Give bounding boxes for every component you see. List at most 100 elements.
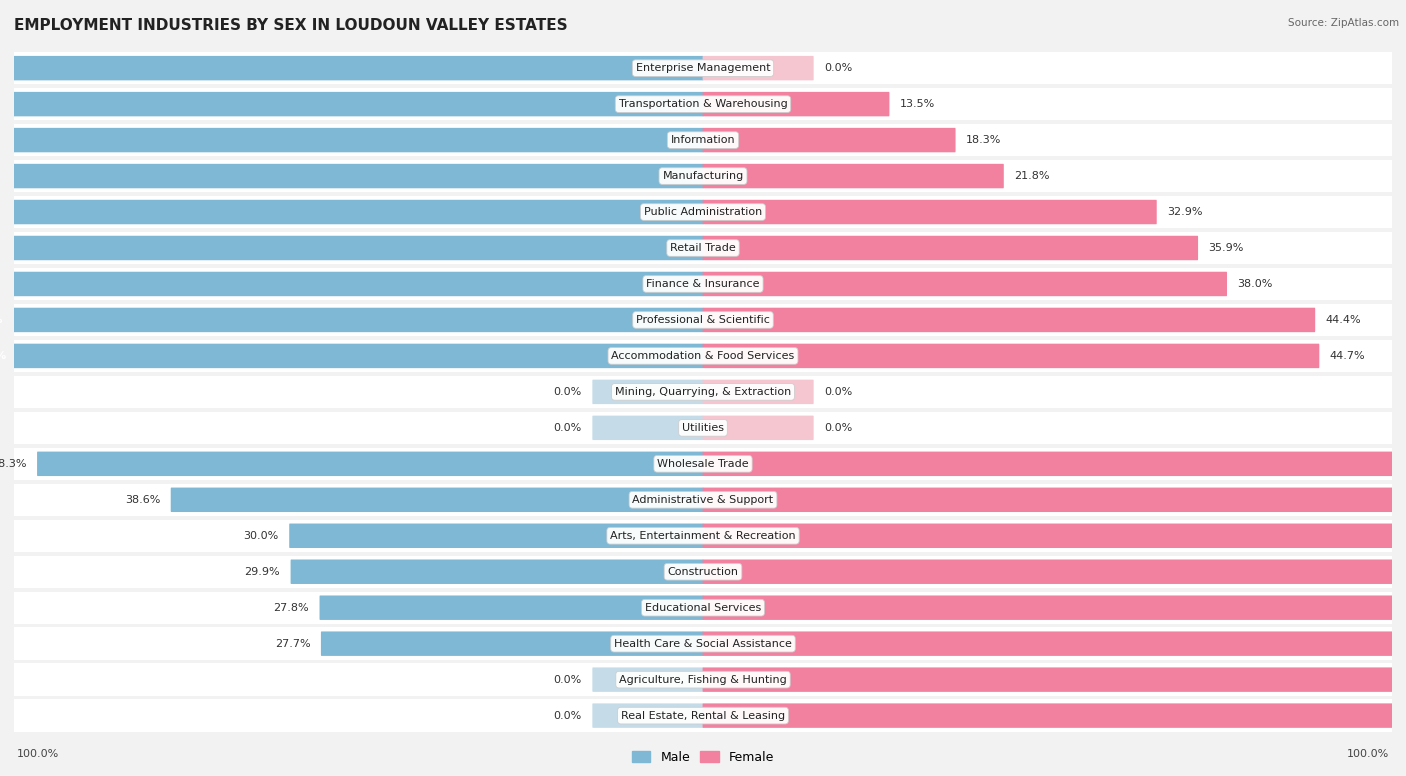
- FancyBboxPatch shape: [592, 416, 703, 440]
- Text: 38.0%: 38.0%: [1237, 279, 1272, 289]
- FancyBboxPatch shape: [14, 124, 1392, 156]
- FancyBboxPatch shape: [14, 88, 1392, 120]
- Text: Finance & Insurance: Finance & Insurance: [647, 279, 759, 289]
- Text: 0.0%: 0.0%: [824, 423, 852, 433]
- Text: 0.0%: 0.0%: [554, 674, 582, 684]
- FancyBboxPatch shape: [0, 236, 703, 260]
- FancyBboxPatch shape: [0, 344, 703, 368]
- Text: Professional & Scientific: Professional & Scientific: [636, 315, 770, 325]
- Text: Retail Trade: Retail Trade: [671, 243, 735, 253]
- FancyBboxPatch shape: [592, 667, 703, 692]
- Text: 13.5%: 13.5%: [900, 99, 935, 109]
- Text: Transportation & Warehousing: Transportation & Warehousing: [619, 99, 787, 109]
- Legend: Male, Female: Male, Female: [627, 746, 779, 769]
- Text: 0.0%: 0.0%: [554, 711, 582, 721]
- Text: 55.6%: 55.6%: [0, 315, 3, 325]
- FancyBboxPatch shape: [703, 416, 814, 440]
- FancyBboxPatch shape: [321, 632, 703, 656]
- Text: 0.0%: 0.0%: [554, 387, 582, 397]
- Text: Agriculture, Fishing & Hunting: Agriculture, Fishing & Hunting: [619, 674, 787, 684]
- FancyBboxPatch shape: [290, 524, 703, 548]
- FancyBboxPatch shape: [14, 340, 1392, 372]
- FancyBboxPatch shape: [14, 520, 1392, 552]
- FancyBboxPatch shape: [703, 164, 1004, 189]
- Text: 21.8%: 21.8%: [1014, 171, 1050, 181]
- Text: 44.7%: 44.7%: [1330, 351, 1365, 361]
- FancyBboxPatch shape: [703, 452, 1406, 476]
- Text: 100.0%: 100.0%: [1347, 749, 1389, 759]
- Text: Information: Information: [671, 135, 735, 145]
- Text: Manufacturing: Manufacturing: [662, 171, 744, 181]
- FancyBboxPatch shape: [592, 379, 703, 404]
- FancyBboxPatch shape: [703, 128, 956, 152]
- FancyBboxPatch shape: [14, 448, 1392, 480]
- FancyBboxPatch shape: [0, 92, 703, 116]
- Text: 18.3%: 18.3%: [966, 135, 1001, 145]
- FancyBboxPatch shape: [703, 379, 814, 404]
- Text: 100.0%: 100.0%: [17, 749, 59, 759]
- Text: 0.0%: 0.0%: [824, 387, 852, 397]
- FancyBboxPatch shape: [319, 595, 703, 620]
- Text: 30.0%: 30.0%: [243, 531, 278, 541]
- FancyBboxPatch shape: [14, 52, 1392, 85]
- Text: Mining, Quarrying, & Extraction: Mining, Quarrying, & Extraction: [614, 387, 792, 397]
- Text: 29.9%: 29.9%: [245, 566, 280, 577]
- FancyBboxPatch shape: [703, 344, 1319, 368]
- Text: Enterprise Management: Enterprise Management: [636, 63, 770, 73]
- FancyBboxPatch shape: [14, 232, 1392, 264]
- FancyBboxPatch shape: [14, 591, 1392, 624]
- FancyBboxPatch shape: [703, 703, 1406, 728]
- FancyBboxPatch shape: [14, 628, 1392, 660]
- Text: 44.4%: 44.4%: [1326, 315, 1361, 325]
- FancyBboxPatch shape: [14, 303, 1392, 336]
- FancyBboxPatch shape: [0, 308, 703, 332]
- FancyBboxPatch shape: [0, 199, 703, 224]
- FancyBboxPatch shape: [14, 556, 1392, 588]
- Text: 0.0%: 0.0%: [554, 423, 582, 433]
- FancyBboxPatch shape: [703, 524, 1406, 548]
- FancyBboxPatch shape: [703, 667, 1406, 692]
- FancyBboxPatch shape: [14, 699, 1392, 732]
- FancyBboxPatch shape: [14, 268, 1392, 300]
- Text: 0.0%: 0.0%: [824, 63, 852, 73]
- FancyBboxPatch shape: [703, 236, 1198, 260]
- Text: Construction: Construction: [668, 566, 738, 577]
- FancyBboxPatch shape: [703, 56, 814, 81]
- FancyBboxPatch shape: [14, 411, 1392, 444]
- FancyBboxPatch shape: [0, 164, 703, 189]
- Text: Public Administration: Public Administration: [644, 207, 762, 217]
- FancyBboxPatch shape: [0, 56, 703, 81]
- Text: Wholesale Trade: Wholesale Trade: [657, 459, 749, 469]
- Text: Accommodation & Food Services: Accommodation & Food Services: [612, 351, 794, 361]
- FancyBboxPatch shape: [0, 272, 703, 296]
- Text: Administrative & Support: Administrative & Support: [633, 495, 773, 505]
- FancyBboxPatch shape: [0, 128, 703, 152]
- FancyBboxPatch shape: [14, 160, 1392, 192]
- Text: 48.3%: 48.3%: [0, 459, 27, 469]
- Text: Source: ZipAtlas.com: Source: ZipAtlas.com: [1288, 18, 1399, 28]
- FancyBboxPatch shape: [703, 308, 1315, 332]
- FancyBboxPatch shape: [592, 703, 703, 728]
- FancyBboxPatch shape: [14, 196, 1392, 228]
- Text: 55.3%: 55.3%: [0, 351, 7, 361]
- FancyBboxPatch shape: [14, 663, 1392, 696]
- Text: 27.8%: 27.8%: [273, 603, 309, 613]
- Text: Health Care & Social Assistance: Health Care & Social Assistance: [614, 639, 792, 649]
- FancyBboxPatch shape: [14, 376, 1392, 408]
- Text: 35.9%: 35.9%: [1209, 243, 1244, 253]
- Text: Arts, Entertainment & Recreation: Arts, Entertainment & Recreation: [610, 531, 796, 541]
- FancyBboxPatch shape: [37, 452, 703, 476]
- FancyBboxPatch shape: [703, 199, 1157, 224]
- Text: 32.9%: 32.9%: [1167, 207, 1204, 217]
- FancyBboxPatch shape: [703, 595, 1406, 620]
- Text: 27.7%: 27.7%: [274, 639, 311, 649]
- Text: Educational Services: Educational Services: [645, 603, 761, 613]
- FancyBboxPatch shape: [703, 92, 890, 116]
- FancyBboxPatch shape: [703, 272, 1227, 296]
- Text: Utilities: Utilities: [682, 423, 724, 433]
- FancyBboxPatch shape: [291, 559, 703, 584]
- Text: 38.6%: 38.6%: [125, 495, 160, 505]
- FancyBboxPatch shape: [14, 483, 1392, 516]
- FancyBboxPatch shape: [703, 559, 1406, 584]
- Text: EMPLOYMENT INDUSTRIES BY SEX IN LOUDOUN VALLEY ESTATES: EMPLOYMENT INDUSTRIES BY SEX IN LOUDOUN …: [14, 18, 568, 33]
